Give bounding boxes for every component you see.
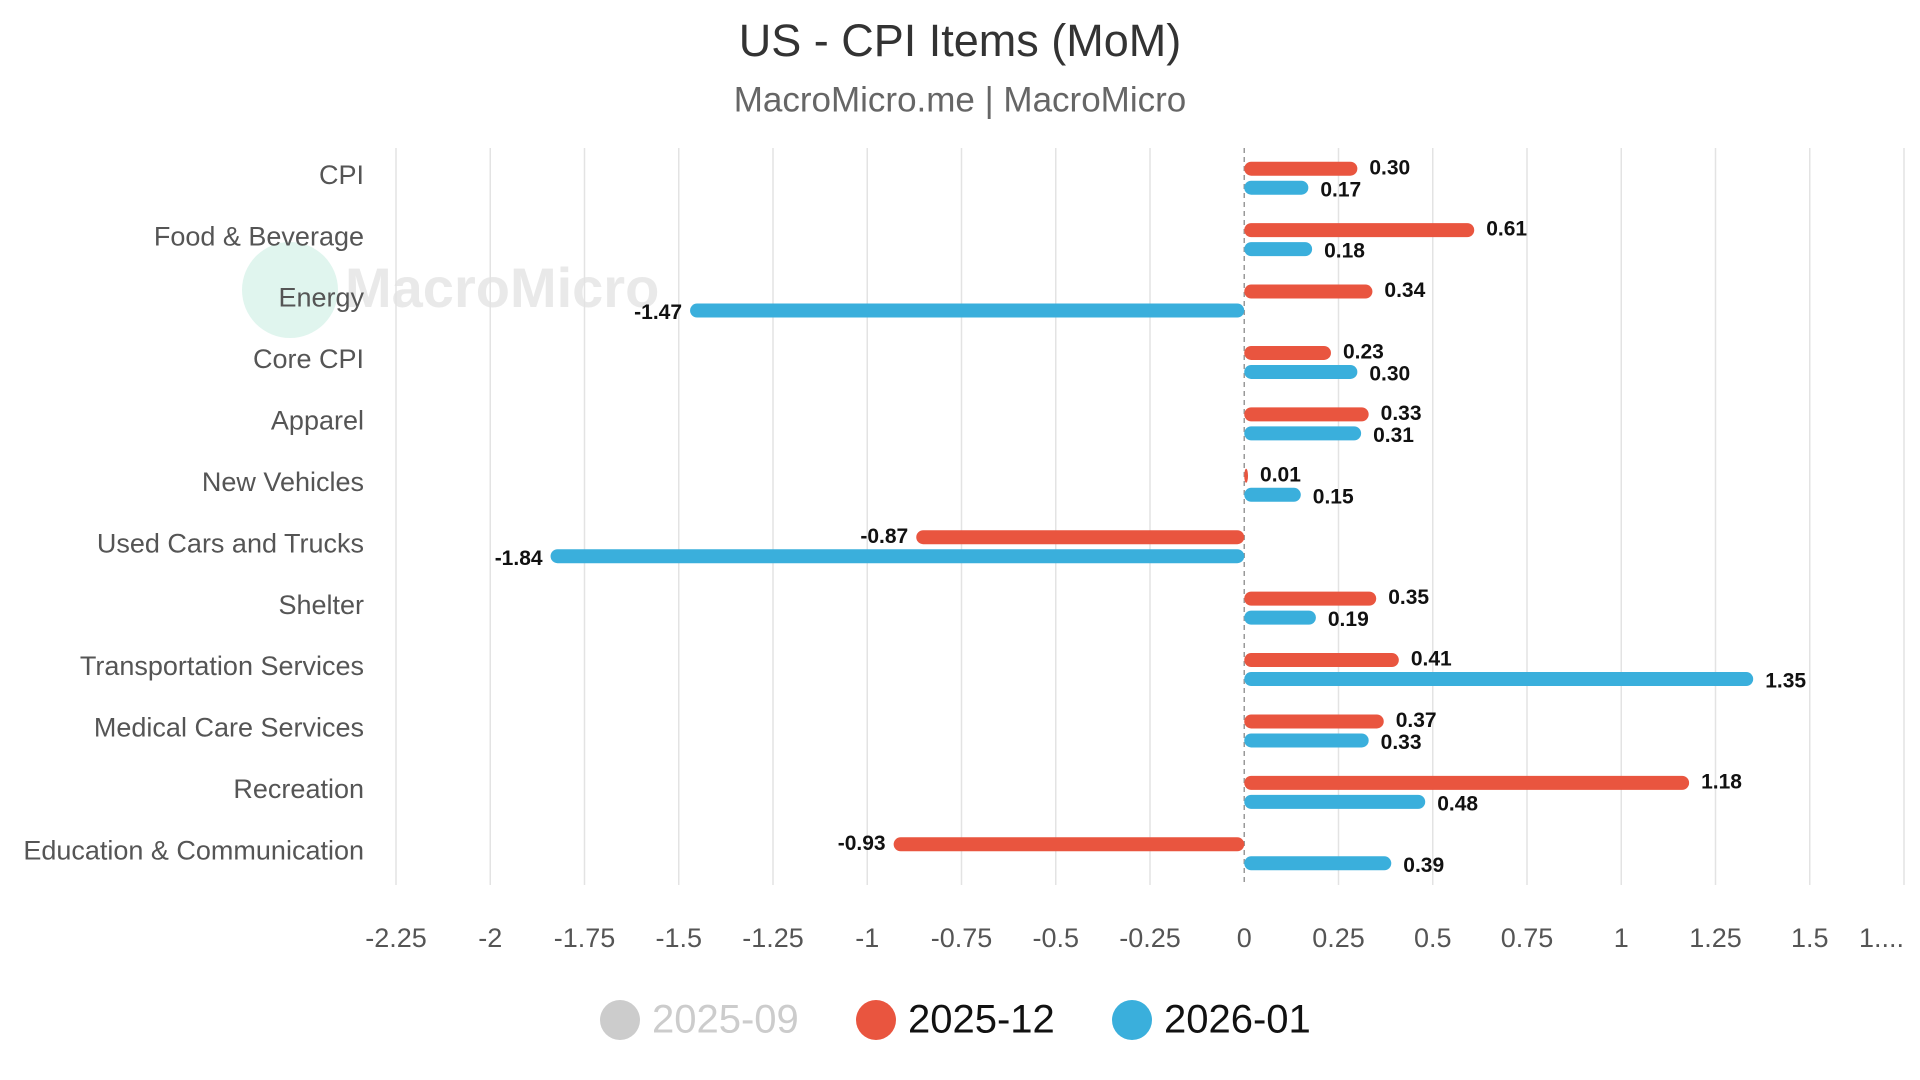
x-tick-label: 0 [1237, 923, 1252, 953]
x-tick-label: -1.75 [554, 923, 616, 953]
watermark-logo [242, 242, 338, 338]
category-label: Used Cars and Trucks [97, 528, 364, 558]
x-tick-label: 1.25 [1689, 923, 1742, 953]
value-label: 0.33 [1381, 402, 1422, 425]
legend-label: 2025-09 [652, 998, 799, 1042]
category-label: Core CPI [253, 344, 364, 374]
value-label: 1.35 [1765, 670, 1806, 693]
category-label: Education & Communication [23, 835, 364, 865]
x-tick-label: -0.25 [1119, 923, 1181, 953]
value-label: 0.39 [1403, 854, 1444, 877]
chart-subtitle: MacroMicro.me | MacroMicro [734, 80, 1186, 119]
legend-marker [600, 1000, 640, 1040]
bar [1244, 345, 1331, 360]
value-label: -1.84 [495, 547, 543, 570]
x-tick-label: -1 [855, 923, 879, 953]
bar [1244, 161, 1358, 176]
category-label: CPI [319, 160, 364, 190]
bar [1244, 407, 1369, 422]
legend-label: 2025-12 [908, 998, 1055, 1042]
value-label: 0.19 [1328, 608, 1369, 631]
value-label: -1.47 [634, 301, 682, 324]
category-label: Food & Beverage [154, 221, 364, 251]
value-label: 1.18 [1701, 770, 1742, 793]
bar [916, 530, 1245, 545]
bar [1244, 672, 1754, 687]
value-label: 0.33 [1381, 731, 1422, 754]
x-tick-label: -2 [478, 923, 502, 953]
bar [1244, 591, 1377, 606]
bar [1244, 180, 1309, 195]
value-label: 0.17 [1320, 178, 1361, 201]
value-label: 0.41 [1411, 648, 1452, 671]
x-tick-label: 1.5 [1791, 923, 1829, 953]
x-tick-label: 0.5 [1414, 923, 1452, 953]
bar [550, 549, 1245, 564]
bar [1244, 794, 1426, 809]
legend-label: 2026-01 [1164, 998, 1311, 1042]
bar [1244, 468, 1249, 483]
x-tick-label: -1.25 [742, 923, 804, 953]
value-label: 0.61 [1486, 218, 1527, 241]
bar [1244, 653, 1399, 668]
bar [1244, 856, 1392, 871]
category-label: Energy [278, 283, 364, 313]
category-label: Medical Care Services [94, 713, 364, 743]
watermark: MacroMicro [345, 256, 659, 319]
value-label: 0.48 [1437, 792, 1478, 815]
value-label: 0.23 [1343, 341, 1384, 364]
value-label: 0.01 [1260, 463, 1301, 486]
x-tick-label: 1.... [1859, 923, 1904, 953]
bar [1244, 610, 1316, 625]
bar [1244, 733, 1369, 748]
x-tick-label: -0.75 [931, 923, 993, 953]
bar [1244, 284, 1373, 299]
bar [1244, 426, 1362, 441]
value-label: 0.15 [1313, 485, 1354, 508]
x-tick-label: -0.5 [1032, 923, 1079, 953]
value-label: -0.87 [860, 525, 908, 548]
bar [1244, 487, 1301, 502]
value-label: 0.35 [1388, 586, 1429, 609]
category-label: New Vehicles [202, 467, 364, 497]
category-label: Transportation Services [80, 651, 364, 681]
value-label: 0.30 [1369, 156, 1410, 179]
value-label: 0.37 [1396, 709, 1437, 732]
x-tick-label: 1 [1614, 923, 1629, 953]
value-label: 0.31 [1373, 424, 1414, 447]
bar [1244, 714, 1384, 729]
value-label: 0.18 [1324, 240, 1365, 263]
value-label: 0.34 [1384, 279, 1425, 302]
category-label: Recreation [233, 774, 364, 804]
x-tick-label: 0.25 [1312, 923, 1365, 953]
category-label: Apparel [271, 406, 364, 436]
bar [1244, 223, 1475, 238]
category-label: Shelter [278, 590, 364, 620]
bar [1244, 242, 1313, 257]
x-tick-label: -1.5 [655, 923, 702, 953]
bar [1244, 364, 1358, 379]
value-label: -0.93 [838, 832, 886, 855]
value-label: 0.30 [1369, 363, 1410, 386]
x-tick-label: 0.75 [1501, 923, 1554, 953]
bar [1244, 775, 1690, 790]
x-tick-label: -2.25 [365, 923, 427, 953]
legend-marker [856, 1000, 896, 1040]
bar [893, 837, 1245, 852]
chart-title: US - CPI Items (MoM) [739, 15, 1182, 66]
bar [690, 303, 1245, 318]
legend-marker [1112, 1000, 1152, 1040]
